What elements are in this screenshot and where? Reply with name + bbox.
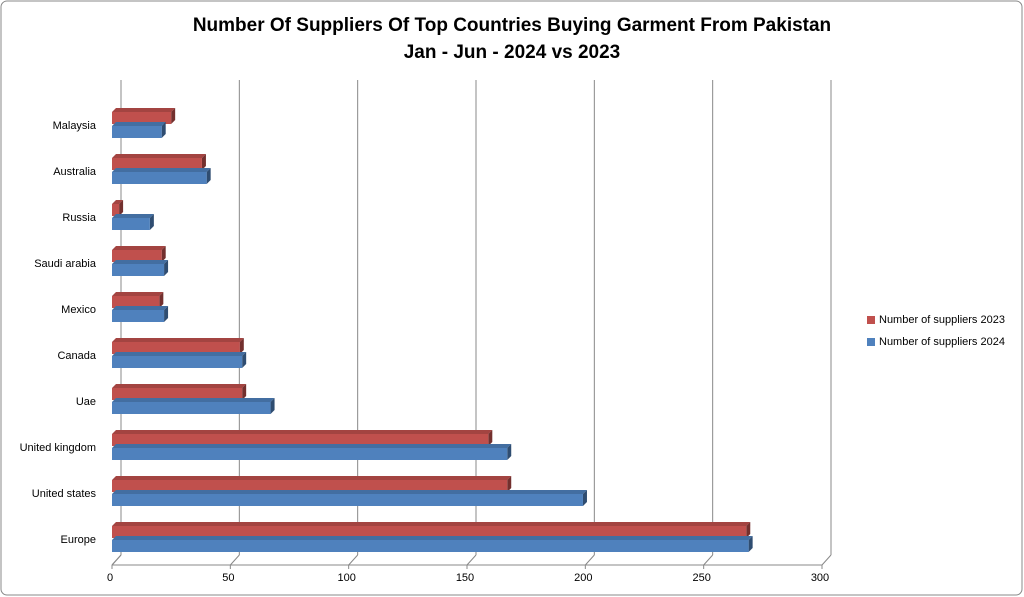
- bar: [112, 218, 150, 230]
- bar: [112, 250, 162, 262]
- bar-side: [582, 490, 587, 506]
- bar-top: [112, 292, 164, 296]
- bar-top: [112, 246, 166, 250]
- bar-top: [112, 168, 211, 172]
- bar-top: [112, 476, 512, 480]
- legend-swatch: [867, 338, 875, 346]
- bar: [112, 356, 243, 368]
- y-tick-label: Russia: [62, 212, 97, 224]
- grid-line: [821, 554, 832, 566]
- bar: [112, 388, 243, 400]
- bar-top: [112, 384, 247, 388]
- bar-top: [112, 398, 275, 402]
- bar-top: [112, 522, 751, 526]
- bar-side: [164, 306, 169, 322]
- x-tick-label: 200: [574, 572, 592, 584]
- bar-side: [239, 338, 244, 354]
- bar: [112, 264, 165, 276]
- chart-subtitle: Jan - Jun - 2024 vs 2023: [404, 42, 621, 63]
- bar-top: [112, 444, 512, 448]
- bar-side: [201, 154, 206, 170]
- bar: [112, 112, 172, 124]
- y-tick-label: United kingdom: [20, 442, 96, 454]
- bar-top: [112, 490, 587, 494]
- bar-top: [112, 352, 247, 356]
- legend-label: Number of suppliers 2024: [879, 336, 1005, 348]
- y-tick-label: Malaysia: [53, 120, 97, 132]
- bar: [112, 494, 583, 506]
- grid-line: [111, 554, 122, 566]
- bar-top: [112, 200, 124, 204]
- bar-side: [119, 200, 124, 216]
- bar-side: [488, 430, 493, 446]
- y-tick-label: United states: [32, 488, 97, 500]
- bar: [112, 540, 749, 552]
- bar: [112, 480, 508, 492]
- bar: [112, 342, 240, 354]
- grid-line: [466, 554, 477, 566]
- bar-top: [112, 260, 169, 264]
- bar: [112, 158, 202, 170]
- grid-line: [229, 554, 240, 566]
- grid-line: [703, 554, 714, 566]
- bar: [112, 402, 271, 414]
- bar: [112, 204, 120, 216]
- y-tick-label: Australia: [53, 166, 97, 178]
- bar-side: [242, 352, 247, 368]
- bar-side: [507, 444, 512, 460]
- bar-side: [164, 260, 169, 276]
- bar-top: [112, 338, 244, 342]
- legend-swatch: [867, 316, 875, 324]
- x-tick-label: 100: [337, 572, 355, 584]
- bar-side: [171, 108, 176, 124]
- bar-side: [161, 122, 166, 138]
- bar-top: [112, 306, 169, 310]
- bar: [112, 126, 162, 138]
- y-tick-label: Uae: [76, 396, 96, 408]
- legend-label: Number of suppliers 2023: [879, 314, 1005, 326]
- x-tick-label: 300: [811, 572, 829, 584]
- x-tick-label: 150: [456, 572, 474, 584]
- bar-top: [112, 536, 753, 540]
- bar: [112, 526, 747, 538]
- bar-side: [242, 384, 247, 400]
- bar-side: [159, 292, 164, 308]
- bar-side: [149, 214, 154, 230]
- bar-side: [270, 398, 275, 414]
- x-tick-label: 0: [107, 572, 113, 584]
- bar: [112, 434, 489, 446]
- bar-side: [206, 168, 211, 184]
- bar-side: [748, 536, 753, 552]
- bar-side: [161, 246, 166, 262]
- y-tick-label: Europe: [61, 534, 96, 546]
- bar-side: [507, 476, 512, 492]
- bar: [112, 172, 207, 184]
- grid-line: [348, 554, 359, 566]
- x-tick-label: 250: [692, 572, 710, 584]
- bar: [112, 448, 508, 460]
- y-tick-label: Mexico: [61, 304, 96, 316]
- chart-title: Number Of Suppliers Of Top Countries Buy…: [193, 15, 831, 36]
- bar-side: [746, 522, 751, 538]
- y-tick-label: Canada: [57, 350, 96, 362]
- y-tick-label: Saudi arabia: [34, 258, 97, 270]
- bar-top: [112, 122, 166, 126]
- bar-top: [112, 214, 154, 218]
- bar: [112, 296, 160, 308]
- x-tick-label: 50: [222, 572, 234, 584]
- bar: [112, 310, 165, 322]
- bar-top: [112, 430, 493, 434]
- grid-line: [584, 554, 595, 566]
- bar-top: [112, 154, 206, 158]
- bar-top: [112, 108, 176, 112]
